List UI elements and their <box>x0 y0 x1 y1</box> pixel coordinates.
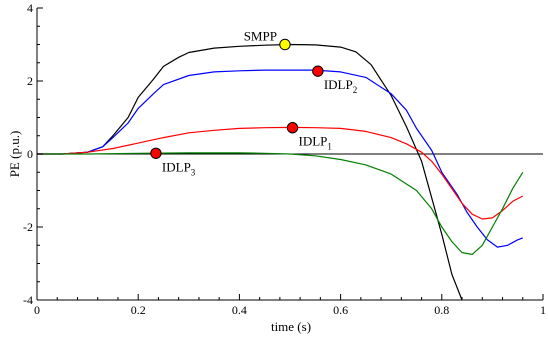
x-tick-label: 1 <box>540 303 546 317</box>
annotations-layer: SMPP IDLP2 IDLP1 IDLP3 <box>150 29 357 177</box>
y-tick-label: -2 <box>23 220 33 234</box>
annotation-subscript: 3 <box>191 167 196 177</box>
x-tick-label: 0.2 <box>131 303 146 317</box>
series-line-3 <box>37 126 524 220</box>
series-line-2 <box>37 69 524 248</box>
series-line-4 <box>37 152 524 255</box>
series-line-1 <box>37 43 463 301</box>
annotation-label-2: IDLP2 <box>324 77 357 95</box>
annotation-label-1: SMPP <box>244 29 277 44</box>
annotation-marker-4 <box>150 147 162 159</box>
annotation-marker-3 <box>286 122 299 134</box>
y-tick-label: 2 <box>27 74 33 88</box>
annotation-marker-2 <box>312 65 324 77</box>
x-axis-title: time (s) <box>271 319 311 334</box>
series-layer <box>37 43 524 301</box>
x-tick-label: 0.8 <box>434 303 449 317</box>
y-axis-title: PE (p.u.) <box>7 131 22 178</box>
annotation-marker-1 <box>279 38 291 51</box>
axes-layer: 0 0.2 0.4 0.6 0.8 1 -4 -2 0 2 4 <box>23 1 546 317</box>
annotation-label-4: IDLP3 <box>162 159 196 177</box>
x-tick-label: 0.6 <box>333 303 348 317</box>
annotation-subscript: 1 <box>327 142 332 152</box>
x-tick-label: 0.4 <box>232 303 247 317</box>
y-tick-label: 0 <box>27 147 33 161</box>
x-tick-label: 0 <box>34 303 40 317</box>
annotation-subscript: 2 <box>353 85 358 95</box>
annotation-label-3: IDLP1 <box>299 134 332 152</box>
y-tick-label: 4 <box>27 1 33 15</box>
y-tick-label: -4 <box>23 293 33 307</box>
